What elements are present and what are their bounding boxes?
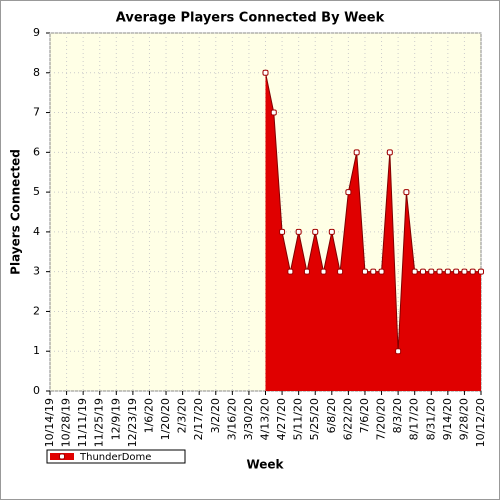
marker bbox=[328, 228, 335, 235]
marker bbox=[320, 268, 327, 275]
marker bbox=[428, 268, 435, 275]
x-tick-label: 1/20/20 bbox=[159, 398, 172, 440]
x-tick-label: 6/8/20 bbox=[325, 398, 338, 433]
marker bbox=[469, 268, 476, 275]
legend-marker bbox=[59, 453, 65, 460]
legend-box bbox=[46, 449, 186, 464]
x-tick-label: 5/11/20 bbox=[292, 398, 305, 440]
marker bbox=[411, 268, 418, 275]
y-tick-label: 0 bbox=[33, 384, 40, 397]
marker bbox=[395, 348, 402, 355]
x-tick-label: 12/23/19 bbox=[126, 398, 139, 447]
x-tick-label: 11/25/19 bbox=[93, 398, 106, 447]
y-tick-label: 3 bbox=[33, 265, 40, 278]
marker bbox=[353, 149, 360, 156]
marker bbox=[270, 109, 277, 116]
x-tick-label: 2/3/20 bbox=[176, 398, 189, 433]
y-tick-label: 8 bbox=[33, 66, 40, 79]
x-tick-label: 9/28/20 bbox=[457, 398, 470, 440]
y-tick-label: 2 bbox=[33, 304, 40, 317]
marker bbox=[461, 268, 468, 275]
marker bbox=[478, 268, 484, 275]
marker bbox=[303, 268, 310, 275]
x-tick-label: 4/13/20 bbox=[259, 398, 272, 440]
marker bbox=[295, 228, 302, 235]
x-tick-label: 10/14/19 bbox=[43, 398, 56, 447]
marker bbox=[361, 268, 368, 275]
marker bbox=[403, 189, 410, 196]
marker bbox=[287, 268, 294, 275]
y-tick-label: 9 bbox=[33, 26, 40, 39]
x-tick-label: 6/22/20 bbox=[341, 398, 354, 440]
y-tick-label: 1 bbox=[33, 344, 40, 357]
y-tick-label: 5 bbox=[33, 185, 40, 198]
x-tick-label: 4/27/20 bbox=[275, 398, 288, 440]
x-tick-label: 5/25/20 bbox=[308, 398, 321, 440]
x-tick-label: 8/3/20 bbox=[391, 398, 404, 433]
x-tick-label: 1/6/20 bbox=[142, 398, 155, 433]
marker bbox=[337, 268, 344, 275]
y-tick-label: 6 bbox=[33, 145, 40, 158]
x-tick-label: 10/28/19 bbox=[60, 398, 73, 447]
x-tick-label: 7/20/20 bbox=[375, 398, 388, 440]
marker bbox=[444, 268, 451, 275]
y-tick-label: 7 bbox=[33, 106, 40, 119]
x-tick-label: 11/11/19 bbox=[76, 398, 89, 447]
marker bbox=[262, 69, 269, 76]
marker bbox=[453, 268, 460, 275]
x-tick-label: 10/12/20 bbox=[474, 398, 487, 447]
x-tick-label: 9/14/20 bbox=[441, 398, 454, 440]
area-fill bbox=[265, 72, 481, 392]
x-tick-label: 7/6/20 bbox=[358, 398, 371, 433]
marker bbox=[345, 189, 352, 196]
marker bbox=[279, 228, 286, 235]
chart-title: Average Players Connected By Week bbox=[116, 11, 385, 26]
x-tick-label: 3/16/20 bbox=[225, 398, 238, 440]
y-axis-title: Players Connected bbox=[9, 149, 23, 275]
legend-label: ThunderDome bbox=[79, 452, 151, 463]
marker bbox=[378, 268, 385, 275]
x-tick-label: 3/2/20 bbox=[209, 398, 222, 433]
x-tick-label: 2/17/20 bbox=[192, 398, 205, 440]
marker bbox=[419, 268, 426, 275]
marker bbox=[312, 228, 319, 235]
x-axis-title: Week bbox=[246, 458, 284, 472]
x-tick-label: 3/30/20 bbox=[242, 398, 255, 440]
marker bbox=[386, 149, 393, 156]
x-tick-label: 8/31/20 bbox=[424, 398, 437, 440]
x-tick-label: 8/17/20 bbox=[408, 398, 421, 440]
y-tick-label: 4 bbox=[33, 225, 40, 238]
marker bbox=[436, 268, 443, 275]
marker bbox=[370, 268, 377, 275]
x-tick-label: 12/9/19 bbox=[109, 398, 122, 440]
